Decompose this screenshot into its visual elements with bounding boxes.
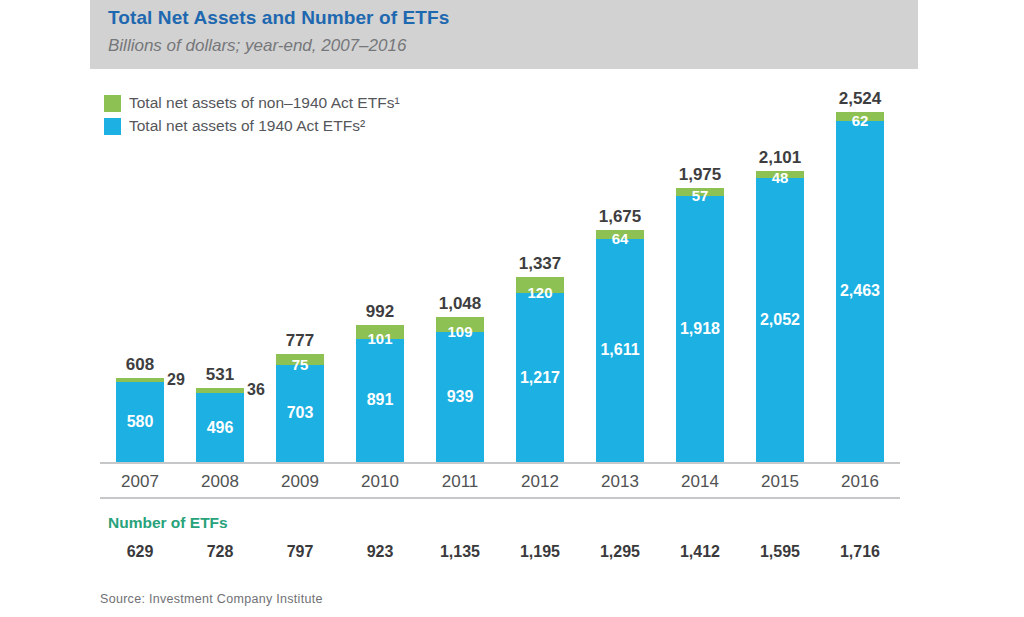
blue-value-label: 2,463 — [840, 282, 880, 300]
plot-area: 6085802953149636777703759928911011,04893… — [100, 90, 900, 464]
x-axis-year: 2013 — [580, 472, 660, 492]
source-note: Source: Investment Company Institute — [100, 592, 323, 606]
blue-value-label: 939 — [447, 388, 474, 406]
etf-count-value: 923 — [340, 543, 420, 561]
bar-segment-blue: 891 — [356, 339, 404, 462]
green-value-label: 109 — [436, 323, 484, 341]
bar-total-label: 1,048 — [439, 294, 482, 314]
x-axis-year: 2012 — [500, 472, 580, 492]
blue-value-label: 703 — [287, 404, 314, 422]
green-value-label: 120 — [516, 284, 564, 302]
x-axis-year: 2008 — [180, 472, 260, 492]
header-panel: Total Net Assets and Number of ETFs Bill… — [90, 0, 918, 69]
bar-total-label: 608 — [126, 355, 154, 375]
etf-count-value: 797 — [260, 543, 340, 561]
bar-total-label: 2,101 — [759, 148, 802, 168]
bar-group: 53149636 — [196, 388, 244, 462]
bar-segment-blue: 1,217 — [516, 293, 564, 462]
bar-segment-blue: 1,611 — [596, 239, 644, 462]
blue-value-label: 1,217 — [520, 369, 560, 387]
green-value-label: 57 — [676, 187, 724, 205]
bar-segment-blue: 2,052 — [756, 178, 804, 462]
bar-group: 1,048939109 — [436, 317, 484, 462]
bar-total-label: 1,975 — [679, 165, 722, 185]
x-axis-year: 2015 — [740, 472, 820, 492]
bar-group: 992891101 — [356, 325, 404, 462]
blue-value-label: 580 — [127, 413, 154, 431]
bar-segment-blue: 580 — [116, 382, 164, 462]
number-of-etfs-label: Number of ETFs — [108, 514, 228, 532]
blue-value-label: 1,611 — [600, 341, 639, 359]
etf-count-value: 1,716 — [820, 543, 900, 561]
x-axis-year: 2007 — [100, 472, 180, 492]
etf-counts-row: 6297287979231,1351,1951,2951,4121,5951,7… — [100, 543, 900, 563]
bar-segment-blue: 496 — [196, 393, 244, 462]
blue-value-label: 2,052 — [760, 311, 800, 329]
bar-group: 60858029 — [116, 378, 164, 462]
green-value-label: 36 — [247, 381, 265, 399]
etf-count-value: 728 — [180, 543, 260, 561]
green-value-label: 62 — [836, 112, 884, 130]
x-axis: 2007200820092010201120122013201420152016 — [100, 472, 900, 492]
x-axis-year: 2010 — [340, 472, 420, 492]
bar-total-label: 1,337 — [519, 254, 562, 274]
etf-count-value: 1,135 — [420, 543, 500, 561]
bar-segment-blue: 939 — [436, 332, 484, 462]
green-value-label: 29 — [167, 371, 185, 389]
bar-total-label: 2,524 — [839, 89, 882, 109]
divider-line — [100, 497, 900, 499]
bar-total-label: 777 — [286, 331, 314, 351]
bar-group: 2,5242,46362 — [836, 112, 884, 462]
bar-total-label: 1,675 — [599, 207, 642, 227]
x-axis-year: 2009 — [260, 472, 340, 492]
etf-count-value: 629 — [100, 543, 180, 561]
etf-count-value: 1,195 — [500, 543, 580, 561]
bar-segment-blue: 1,918 — [676, 196, 724, 462]
blue-value-label: 891 — [367, 391, 394, 409]
x-axis-year: 2014 — [660, 472, 740, 492]
bar-total-label: 531 — [206, 365, 234, 385]
green-value-label: 101 — [356, 330, 404, 348]
bar-group: 1,9751,91857 — [676, 188, 724, 462]
x-axis-year: 2016 — [820, 472, 900, 492]
bar-group: 2,1012,05248 — [756, 171, 804, 462]
bar-group: 1,3371,217120 — [516, 277, 564, 462]
green-value-label: 75 — [276, 356, 324, 374]
etf-count-value: 1,412 — [660, 543, 740, 561]
bar-group: 77770375 — [276, 354, 324, 462]
blue-value-label: 496 — [207, 419, 234, 437]
bar-segment-blue: 703 — [276, 365, 324, 462]
blue-value-label: 1,918 — [680, 320, 720, 338]
bar-segment-blue: 2,463 — [836, 121, 884, 462]
chart-subtitle: Billions of dollars; year-end, 2007–2016 — [108, 36, 406, 56]
bar-group: 1,6751,61164 — [596, 230, 644, 462]
green-value-label: 64 — [596, 230, 644, 248]
x-axis-year: 2011 — [420, 472, 500, 492]
chart-title: Total Net Assets and Number of ETFs — [108, 7, 449, 29]
green-value-label: 48 — [756, 169, 804, 187]
etf-count-value: 1,595 — [740, 543, 820, 561]
bar-total-label: 992 — [366, 302, 394, 322]
etf-count-value: 1,295 — [580, 543, 660, 561]
